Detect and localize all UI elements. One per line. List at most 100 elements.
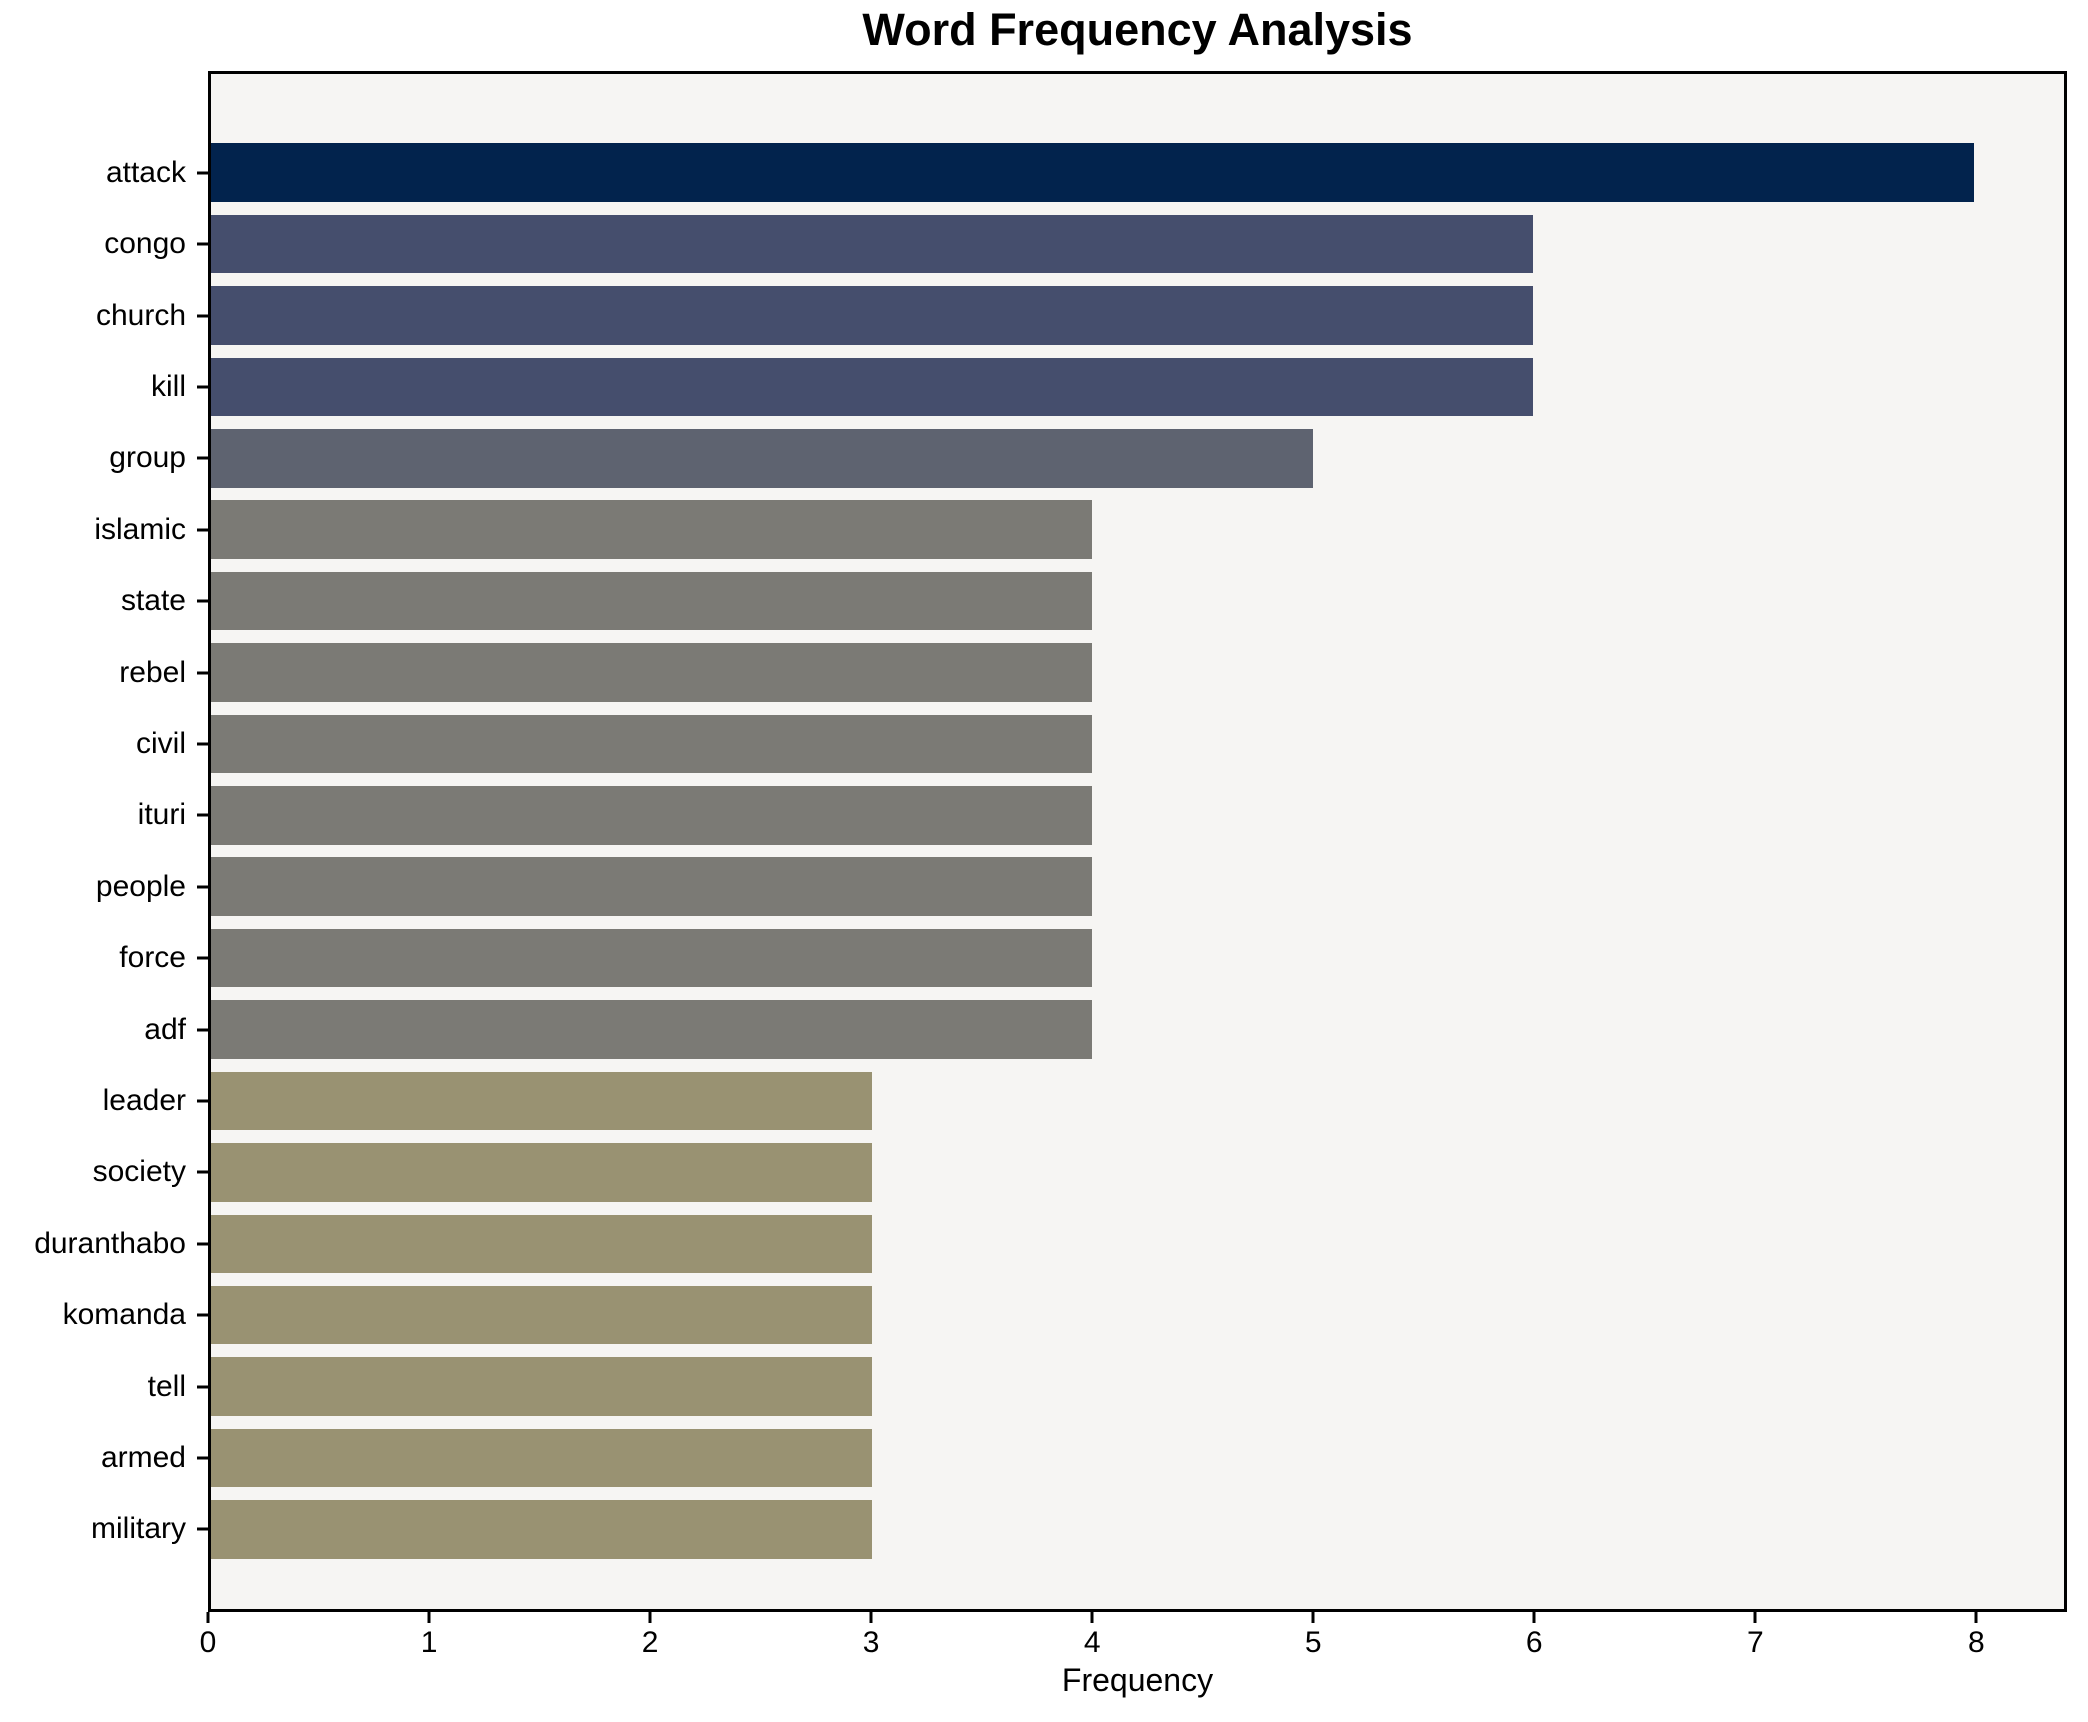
bar-military [211,1500,872,1559]
y-tick-label-military: military [91,1512,186,1546]
bar-row-civil: civil [136,708,2064,779]
bar-armed [211,1428,872,1488]
bar-row-duranthabo: duranthabo [34,1208,2064,1279]
x-tick-mark [206,1612,210,1623]
x-tick-label-0: 0 [199,1626,217,1659]
y-tick-label-komanda: komanda [62,1298,186,1332]
x-tick-label-8: 8 [1968,1626,1985,1659]
x-tick-label-2: 2 [641,1626,659,1659]
bar-row-military: military [91,1494,2064,1565]
bar-row-armed: armed [101,1422,2064,1493]
chart-title: Word Frequency Analysis [862,4,1413,55]
bar-row-society: society [93,1137,2064,1208]
bar-row-attack: attack [106,137,2064,208]
bar-leader [211,1071,872,1131]
x-tick-mark [1974,1612,1978,1623]
bar-group [211,429,1313,488]
bar-force [211,928,1093,988]
y-tick-mark [197,1242,208,1246]
y-tick-mark [197,885,208,889]
y-tick-mark [197,671,208,675]
x-tick-mark [427,1612,431,1623]
y-tick-mark [197,742,208,746]
y-tick-label-adf: adf [144,1012,186,1046]
y-tick-label-attack: attack [105,155,186,189]
bar-row-state: state [121,565,2064,636]
y-tick-mark [197,956,208,960]
x-tick-mark [1090,1612,1094,1623]
bar-islamic [211,500,1093,559]
x-tick-label-6: 6 [1525,1626,1543,1659]
bar-tell [211,1357,872,1416]
x-axis-label: Frequency [1061,1662,1214,1698]
x-tick-mark [648,1612,652,1623]
y-tick-label-ituri: ituri [137,798,186,832]
bar-church [211,286,1533,345]
bar-rebel [211,643,1093,702]
x-tick-mark [1532,1612,1536,1623]
y-tick-mark [197,1028,208,1032]
y-tick-label-group: group [109,441,186,475]
bar-row-church: church [96,280,2064,351]
bar-row-leader: leader [103,1065,2064,1136]
x-tick-label-1: 1 [420,1626,438,1659]
x-tick-mark [869,1612,873,1623]
bar-ituri [211,786,1093,845]
y-tick-label-people: people [95,869,186,903]
bar-row-ituri: ituri [138,780,2064,851]
bar-row-tell: tell [148,1351,2064,1422]
bars-container: attack congo church kill group islamic state re… [34,137,2064,1565]
x-tick-mark [1753,1612,1757,1623]
y-tick-mark [197,1313,208,1317]
x-tick-label-4: 4 [1083,1626,1101,1659]
bar-row-kill: kill [151,351,2064,422]
bar-row-force: force [119,922,2064,993]
y-tick-label-duranthabo: duranthabo [34,1226,186,1260]
x-tick-label-3: 3 [862,1626,880,1659]
y-tick-mark [197,385,208,389]
y-tick-label-civil: civil [136,726,186,760]
bar-row-congo: congo [104,208,2064,279]
bar-row-islamic: islamic [94,494,2064,565]
y-tick-label-state: state [120,584,186,618]
bar-row-adf: adf [144,994,2064,1065]
bar-attack [211,143,1974,202]
x-tick-label-5: 5 [1304,1626,1322,1659]
bar-duranthabo [211,1214,872,1274]
y-tick-mark [197,1170,208,1174]
bar-society [211,1143,872,1202]
y-tick-mark [197,314,208,318]
x-tick-mark [1311,1612,1315,1623]
y-tick-label-rebel: rebel [119,655,186,689]
y-tick-mark [197,1385,208,1389]
y-tick-mark [197,1527,208,1531]
y-tick-label-society: society [92,1155,186,1189]
bar-row-people: people [96,851,2064,922]
x-tick-label-7: 7 [1746,1626,1764,1659]
y-tick-mark [197,1099,208,1103]
bar-people [211,857,1093,917]
bar-komanda [211,1285,872,1345]
bar-civil [211,714,1093,774]
y-tick-label-church: church [95,298,186,332]
y-tick-mark [197,171,208,175]
bar-state [211,571,1093,631]
y-tick-label-tell: tell [147,1369,186,1403]
bar-row-rebel: rebel [119,637,2064,708]
bar-kill [211,357,1533,417]
bar-congo [211,214,1533,274]
y-tick-label-islamic: islamic [94,512,186,546]
bar-adf [211,1000,1093,1059]
y-tick-label-leader: leader [102,1083,186,1117]
bar-row-group: group [109,423,2064,494]
x-axis: 0 1 2 3 4 5 6 7 8 [200,1612,2067,1672]
y-tick-mark [197,599,208,603]
y-tick-label-force: force [119,941,186,975]
y-tick-mark [197,456,208,460]
bar-row-komanda: komanda [63,1280,2064,1351]
y-tick-label-congo: congo [104,227,186,261]
plot-area: attack congo church kill group islamic state re… [34,71,2067,1612]
y-tick-mark [197,1456,208,1460]
y-tick-mark [197,242,208,246]
